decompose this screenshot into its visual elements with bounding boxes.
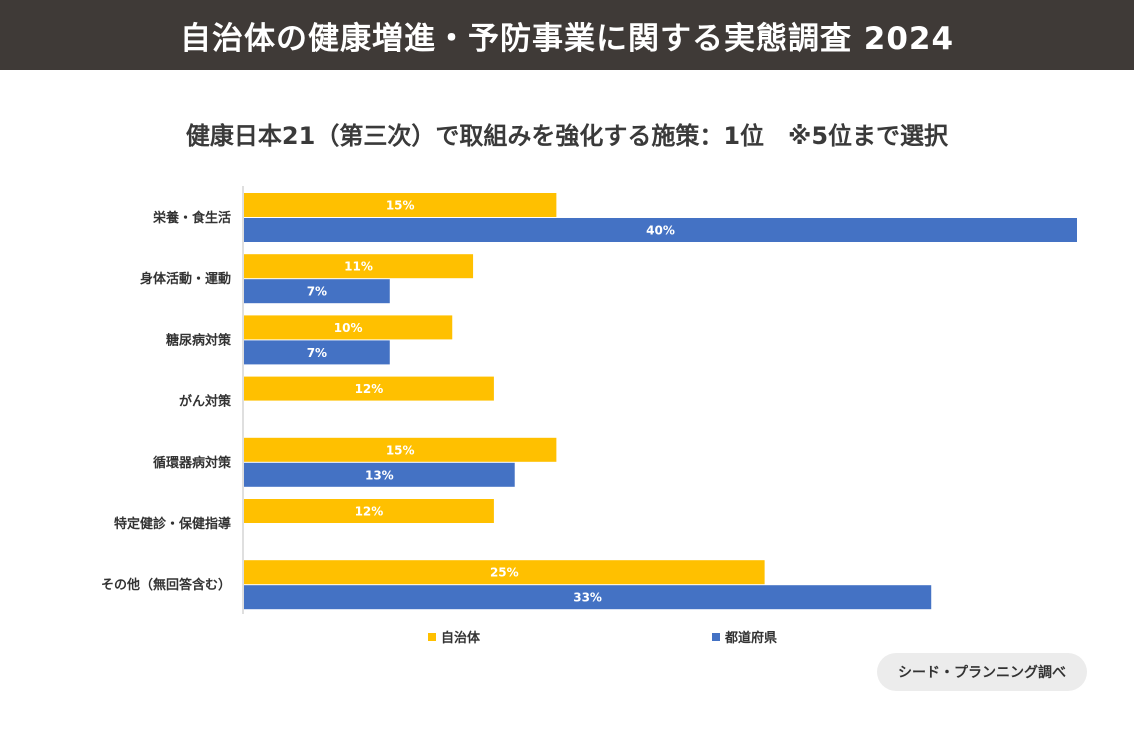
category-label: 特定健診・保健指導 xyxy=(114,516,231,532)
data-label: 33% xyxy=(573,591,602,605)
category-label: 糖尿病対策 xyxy=(166,332,232,348)
data-label: 15% xyxy=(386,443,415,457)
bar-series-1 xyxy=(244,218,1077,242)
bar-series-0 xyxy=(244,376,494,401)
data-label: 15% xyxy=(386,199,415,213)
bar-series-0 xyxy=(244,315,453,340)
bar-series-0 xyxy=(244,560,765,585)
data-label: 11% xyxy=(344,260,373,274)
category-label: がん対策 xyxy=(179,394,232,410)
legend-label: 都道府県 xyxy=(725,631,778,646)
bar-series-0 xyxy=(244,193,557,217)
data-label: 10% xyxy=(334,321,363,335)
chart-title: 健康日本21（第三次）で取組みを強化する施策：1位 ※5位まで選択 xyxy=(185,122,949,150)
legend-swatch-icon xyxy=(712,632,720,641)
category-label: 循環器病対策 xyxy=(153,455,232,471)
bar-series-1 xyxy=(244,462,515,487)
legend-item-series-1: 都道府県 xyxy=(712,627,777,646)
page-title: 自治体の健康増進・予防事業に関する実態調査 2024 xyxy=(179,20,955,57)
data-label: 7% xyxy=(307,346,327,360)
bar-series-0 xyxy=(244,499,494,523)
data-label: 12% xyxy=(355,505,384,519)
source-badge: シード・プランニング調べ xyxy=(877,653,1087,691)
category-label: 栄養・食生活 xyxy=(152,210,231,226)
category-label: 身体活動・運動 xyxy=(140,271,231,287)
bar-series-1 xyxy=(244,340,390,365)
category-label: その他（無回答含む） xyxy=(101,577,231,593)
data-label: 25% xyxy=(490,566,519,580)
legend-label: 自治体 xyxy=(441,631,481,646)
bar-series-0 xyxy=(244,437,557,462)
bar-series-1 xyxy=(244,585,932,610)
data-label: 13% xyxy=(365,468,394,482)
data-label: 7% xyxy=(307,285,327,299)
bar-series-1 xyxy=(244,279,390,304)
page-header: 自治体の健康増進・予防事業に関する実態調査 2024 xyxy=(0,0,1134,70)
bar-series-0 xyxy=(244,254,474,279)
legend-swatch-icon xyxy=(428,632,436,641)
data-label: 12% xyxy=(355,382,384,396)
legend-item-series-0: 自治体 xyxy=(428,627,480,646)
data-label: 40% xyxy=(646,224,675,238)
